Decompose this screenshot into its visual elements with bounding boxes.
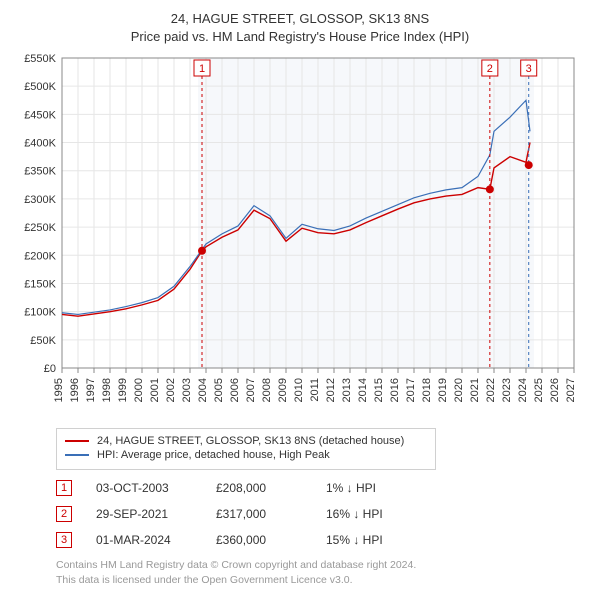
event-number-box: 2	[56, 506, 72, 522]
event-date: 29-SEP-2021	[96, 507, 216, 521]
svg-text:2016: 2016	[389, 378, 401, 402]
svg-text:2011: 2011	[309, 378, 321, 402]
svg-text:£400K: £400K	[24, 138, 56, 150]
event-delta: 1% ↓ HPI	[326, 481, 446, 495]
chart-svg: £0 £50K £100K £150K £200K £250K £300K £350K £400…	[14, 50, 586, 420]
event-date: 01-MAR-2024	[96, 533, 216, 547]
svg-text:2005: 2005	[213, 378, 225, 402]
svg-text:£300K: £300K	[24, 194, 56, 206]
footer-line-2: This data is licensed under the Open Gov…	[56, 573, 586, 587]
event-row: 1 03-OCT-2003£208,0001% ↓ HPI	[56, 480, 586, 496]
line-chart: £0 £50K £100K £150K £200K £250K £300K £350K £400…	[14, 50, 586, 420]
svg-text:£250K: £250K	[24, 222, 56, 234]
event-row: 2 29-SEP-2021£317,00016% ↓ HPI	[56, 506, 586, 522]
svg-text:2002: 2002	[165, 378, 177, 402]
chart-title: 24, HAGUE STREET, GLOSSOP, SK13 8NS Pric…	[14, 10, 586, 46]
svg-text:2026: 2026	[549, 378, 561, 402]
svg-text:2003: 2003	[181, 378, 193, 402]
svg-text:2019: 2019	[437, 378, 449, 402]
svg-text:2: 2	[487, 63, 493, 75]
page-root: 24, HAGUE STREET, GLOSSOP, SK13 8NS Pric…	[0, 0, 600, 590]
event-date: 03-OCT-2003	[96, 481, 216, 495]
svg-text:1996: 1996	[69, 378, 81, 402]
svg-text:2025: 2025	[533, 378, 545, 402]
svg-text:1998: 1998	[101, 378, 113, 402]
svg-text:£100K: £100K	[24, 307, 56, 319]
svg-text:1999: 1999	[117, 378, 129, 402]
svg-text:1: 1	[199, 63, 205, 75]
event-delta: 15% ↓ HPI	[326, 533, 446, 547]
svg-text:£50K: £50K	[30, 335, 56, 347]
svg-text:1997: 1997	[85, 378, 97, 402]
footer-line-1: Contains HM Land Registry data © Crown c…	[56, 558, 586, 572]
svg-text:3: 3	[526, 63, 532, 75]
event-price: £360,000	[216, 533, 326, 547]
svg-text:1995: 1995	[53, 378, 65, 402]
legend-swatch	[65, 440, 89, 442]
legend-row: HPI: Average price, detached house, High…	[65, 449, 427, 461]
svg-text:£200K: £200K	[24, 251, 56, 263]
svg-text:2022: 2022	[485, 378, 497, 402]
event-list: 1 03-OCT-2003£208,0001% ↓ HPI 2 29-SEP-2021…	[56, 480, 586, 548]
event-price: £317,000	[216, 507, 326, 521]
legend-label: HPI: Average price, detached house, High…	[97, 449, 330, 461]
event-row: 3 01-MAR-2024£360,00015% ↓ HPI	[56, 532, 586, 548]
svg-text:£350K: £350K	[24, 166, 56, 178]
svg-text:£150K: £150K	[24, 279, 56, 291]
event-number-box: 1	[56, 480, 72, 496]
svg-text:2000: 2000	[133, 378, 145, 402]
svg-text:2021: 2021	[469, 378, 481, 402]
svg-text:2027: 2027	[565, 378, 577, 402]
legend-swatch	[65, 454, 89, 456]
svg-text:£550K: £550K	[24, 53, 56, 65]
svg-text:2001: 2001	[149, 378, 161, 402]
attribution-footer: Contains HM Land Registry data © Crown c…	[56, 558, 586, 586]
svg-text:£450K: £450K	[24, 110, 56, 122]
legend-label: 24, HAGUE STREET, GLOSSOP, SK13 8NS (det…	[97, 435, 404, 447]
svg-text:2020: 2020	[453, 378, 465, 402]
svg-text:2023: 2023	[501, 378, 513, 402]
svg-text:2008: 2008	[261, 378, 273, 402]
svg-text:2009: 2009	[277, 378, 289, 402]
event-delta: 16% ↓ HPI	[326, 507, 446, 521]
svg-text:2010: 2010	[293, 378, 305, 402]
svg-text:2006: 2006	[229, 378, 241, 402]
svg-text:2015: 2015	[373, 378, 385, 402]
svg-text:£500K: £500K	[24, 82, 56, 94]
svg-text:2007: 2007	[245, 378, 257, 402]
event-price: £208,000	[216, 481, 326, 495]
title-line-2: Price paid vs. HM Land Registry's House …	[14, 28, 586, 46]
svg-text:2004: 2004	[197, 378, 209, 402]
svg-text:2012: 2012	[325, 378, 337, 402]
svg-text:2018: 2018	[421, 378, 433, 402]
chart-legend: 24, HAGUE STREET, GLOSSOP, SK13 8NS (det…	[56, 428, 436, 470]
legend-row: 24, HAGUE STREET, GLOSSOP, SK13 8NS (det…	[65, 435, 427, 447]
event-number-box: 3	[56, 532, 72, 548]
svg-text:2024: 2024	[517, 378, 529, 402]
svg-text:2014: 2014	[357, 378, 369, 402]
svg-text:£0: £0	[44, 363, 56, 375]
svg-text:2013: 2013	[341, 378, 353, 402]
svg-text:2017: 2017	[405, 378, 417, 402]
title-line-1: 24, HAGUE STREET, GLOSSOP, SK13 8NS	[14, 10, 586, 28]
